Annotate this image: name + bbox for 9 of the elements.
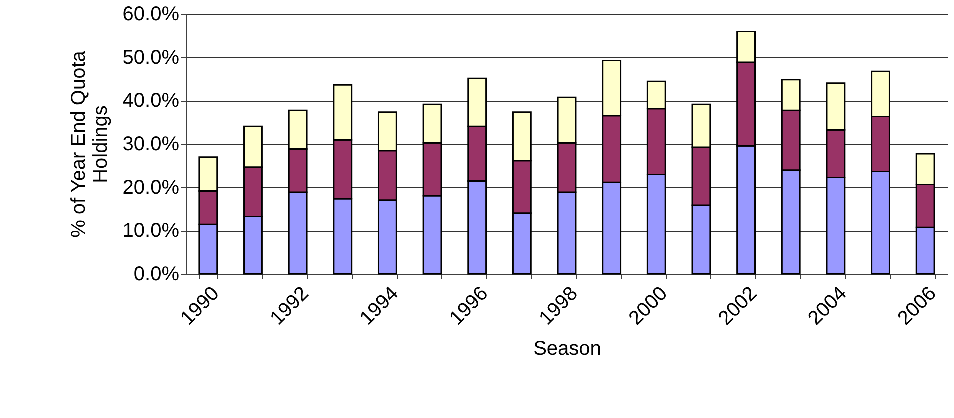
- y-axis-title: % of Year End Quota Holdings: [68, 50, 112, 238]
- y-tick-label: 30.0%: [122, 134, 180, 156]
- x-axis-title: Season: [534, 338, 602, 360]
- y-tick-label: 0.0%: [134, 264, 180, 286]
- y-tick-label: 60.0%: [122, 4, 180, 26]
- y-tick-label: 40.0%: [122, 90, 180, 112]
- y-tick-label: 20.0%: [122, 176, 180, 199]
- y-tick-label: 50.0%: [122, 46, 180, 69]
- y-tick-label: 10.0%: [122, 220, 180, 242]
